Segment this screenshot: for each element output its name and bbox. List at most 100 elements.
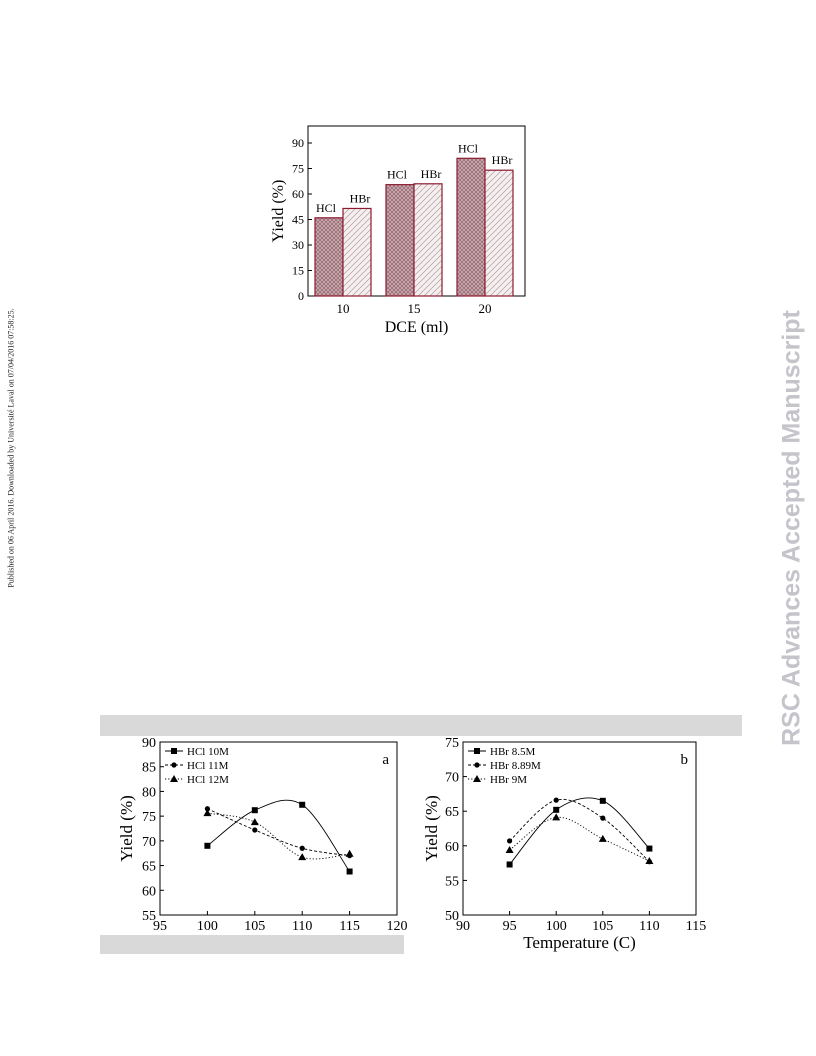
panel-b-legend-marker [474,762,480,768]
bar-y-tick-label: 30 [292,238,304,252]
panel-b-data-point [505,845,514,853]
panel-a-y-tick-label: 80 [142,785,156,800]
panel-b-data-point [599,797,606,804]
panel-a-data-point [251,807,258,814]
journal-watermark: RSC Advances Accepted Manuscript [772,255,812,800]
bar-y-tick-label: 45 [292,213,304,227]
header-band [100,715,742,736]
panel-b-plot-frame [462,741,697,916]
journal-watermark-text: RSC Advances Accepted Manuscript [777,309,806,746]
panel-a-x-tick-label: 95 [153,919,167,934]
panel-a-x-tick-label: 115 [339,919,359,934]
bar-hcl [456,157,486,297]
panel-b-data-point [646,845,653,852]
panel-b-y-tick-label: 60 [445,840,459,855]
footer-band [100,935,404,954]
bar-x-tick-label: 15 [408,301,421,316]
panel-a-legend-marker [170,775,178,782]
panel-a-data-point [203,809,212,817]
panel-b-panel-label: b [681,752,689,768]
panel-a-legend-label: HCl 12M [187,774,229,786]
panel-a-x-tick-label: 120 [387,919,408,934]
panel-b-y-tick-label: 55 [445,874,459,889]
panel-a-scatter-plot: 55 60 65 70 75 80 85 90 95 100 105 110 115 120 HCl 10M… [117,736,408,934]
panel-b-legend-label: HBr 8.89M [490,760,541,772]
panel-b-series-line [509,798,650,863]
bar-hbr [484,169,514,297]
panel-b-data-point [553,797,559,803]
bar-plot-frame [307,125,526,297]
panel-b-x-tick-label: 115 [686,919,706,934]
panel-b-scatter-plot: 50 55 60 65 70 75 90 95 100 105 110 115 HBr 8.5M HBr … [422,736,706,952]
panel-a-y-tick-label: 60 [142,884,156,899]
panel-b-x-tick-label: 90 [456,919,470,934]
side-publication-note-text: Published on 06 April 2016. Downloaded b… [6,308,16,588]
panel-a-y-tick-label: 70 [142,835,156,850]
panel-b-legend-label: HBr 8.5M [490,746,535,758]
panel-b-legend-marker [473,775,481,782]
panel-a-series-line [207,808,350,857]
panel-b-data-point [552,813,561,821]
bar-data-label: HBr [350,191,371,205]
bar-y-tick-label: 15 [292,264,304,278]
panel-a-data-point [298,853,307,861]
panel-b-y-tick-label: 75 [445,736,459,751]
bar-data-label: HCl [387,168,408,182]
panel-a-data-point [346,868,353,875]
panel-a-x-tick-label: 100 [197,919,218,934]
bar-y-axis-label: Yield (%) [270,180,287,243]
panel-a-series-line [207,812,350,860]
panel-a-y-tick-label: 55 [142,909,156,924]
panel-a-y-tick-label: 65 [142,860,156,875]
panel-a-y-tick-label: 75 [142,810,156,825]
panel-a-y-tick-label: 85 [142,761,156,776]
panel-b-x-axis-label: Temperature (C) [523,933,636,952]
panel-b-legend-marker [474,748,480,754]
panel-b-series-line [509,816,650,862]
panel-a-data-point [347,853,353,859]
bar-chart-plot: 0 15 30 45 60 75 90 10 HCl HBr 15 HCl HBr 20 HCl HBr DCE… [270,125,526,336]
bar-y-tick-label: 0 [298,289,304,303]
panel-b-data-point [646,859,653,865]
bar-hcl [314,217,344,297]
side-publication-note: Published on 06 April 2016. Downloaded b… [5,260,17,636]
bar-y-tick-label: 60 [292,187,304,201]
panel-b-data-point [645,857,654,865]
panel-b-y-tick-label: 65 [445,805,459,820]
bar-hbr [342,207,372,297]
panel-a-data-point [250,818,259,826]
panel-a-data-point [299,845,305,851]
bar-hcl [385,184,415,297]
panel-b-y-tick-label: 50 [445,909,459,924]
panel-b-data-point [600,815,606,821]
panel-a-data-point [299,801,306,808]
panel-b-series-line [509,797,650,865]
panel-b-x-tick-label: 110 [639,919,659,934]
panel-a-x-tick-label: 105 [244,919,265,934]
bar-data-label: HCl [316,201,337,215]
panel-b-x-tick-label: 105 [592,919,613,934]
panel-a-legend-label: HCl 11M [187,760,229,772]
panel-b-data-point [506,861,513,868]
bar-x-tick-label: 10 [337,301,350,316]
panel-b-data-point [598,834,607,842]
panel-b-y-tick-label: 70 [445,771,459,786]
panel-a-data-point [345,849,354,857]
panel-a-data-point [204,842,211,849]
panel-a-y-tick-label: 90 [142,736,156,751]
bar-y-tick-label: 75 [292,162,304,176]
bar-data-label: HBr [492,153,513,167]
panel-a-series-line [207,799,350,872]
bar-y-tick-label: 90 [292,136,304,150]
panel-a-plot-frame [159,741,398,916]
panel-a-y-axis-label: Yield (%) [117,795,136,862]
panel-b-legend-label: HBr 9M [490,774,527,786]
panel-b-y-axis-label: Yield (%) [422,795,441,862]
panel-a-data-point [252,827,258,833]
panel-a-legend-marker [171,762,177,768]
bar-data-label: HBr [421,167,442,181]
bar-data-label: HCl [458,141,479,155]
panel-a-x-tick-label: 110 [292,919,312,934]
panel-b-x-tick-label: 100 [546,919,567,934]
panel-a-data-point [204,806,210,812]
